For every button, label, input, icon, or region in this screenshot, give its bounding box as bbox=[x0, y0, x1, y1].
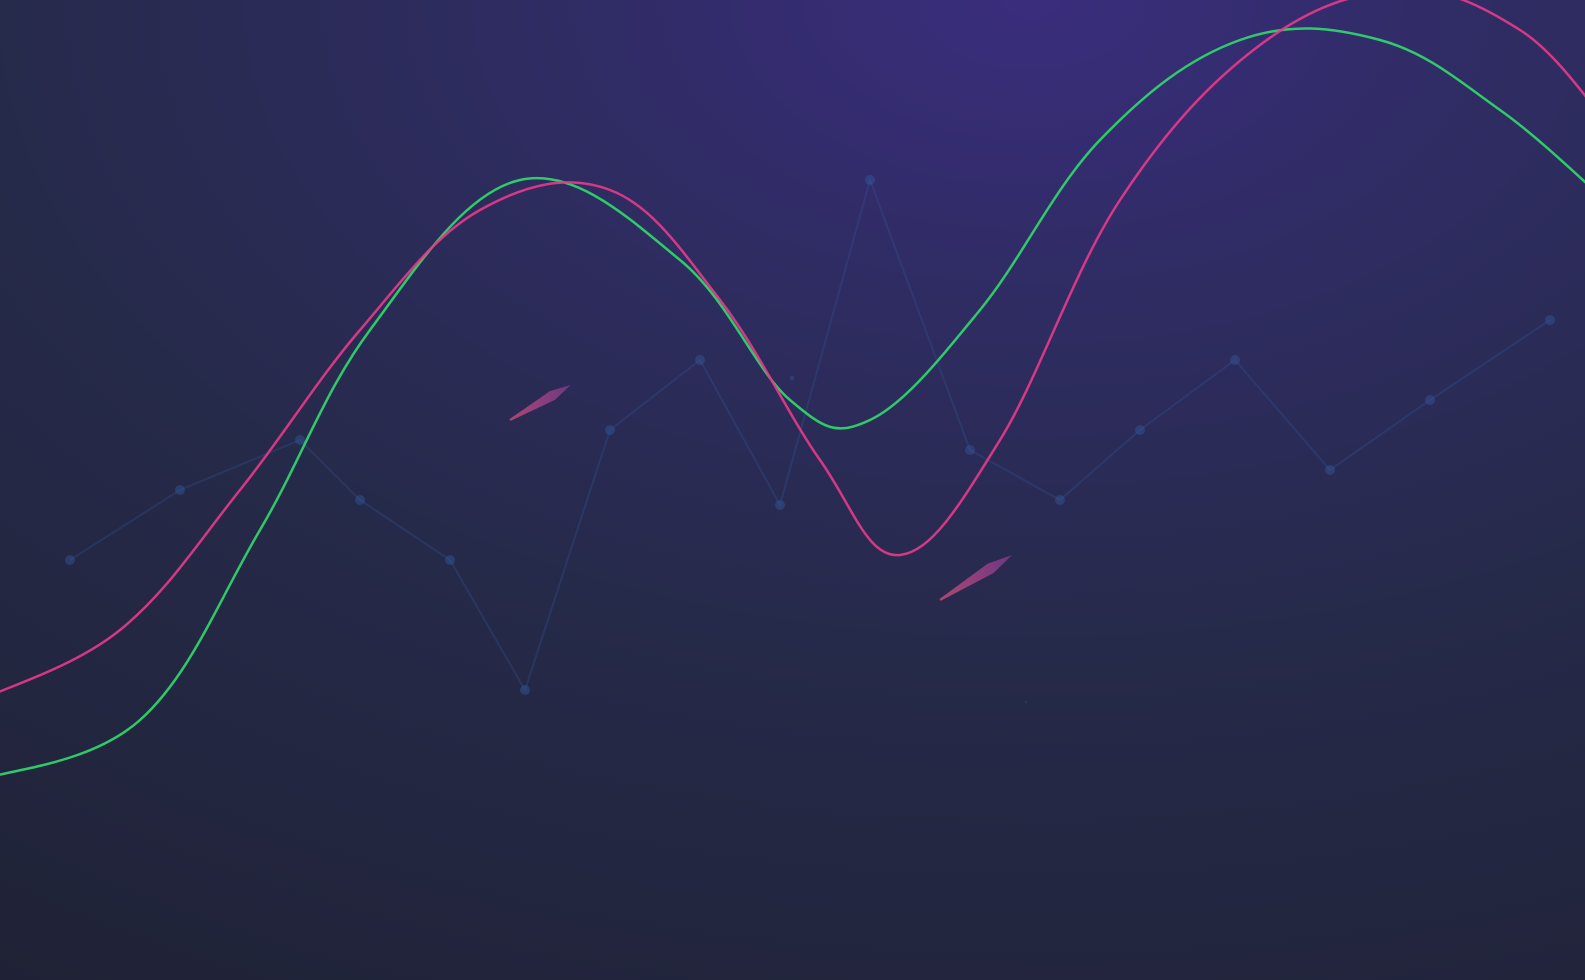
sparkline-node bbox=[175, 485, 185, 495]
sparkline-node bbox=[295, 435, 305, 445]
sparkline-node bbox=[1230, 355, 1240, 365]
sparkline-node bbox=[65, 555, 75, 565]
sparkline-node bbox=[965, 445, 975, 455]
background-gradient bbox=[0, 0, 1585, 980]
sparkline-node bbox=[695, 355, 705, 365]
sparkline-node bbox=[605, 425, 615, 435]
chart-canvas bbox=[0, 0, 1585, 980]
sparkline-node bbox=[520, 685, 530, 695]
sparkline-node bbox=[1545, 315, 1555, 325]
sparkline-node bbox=[865, 175, 875, 185]
sparkline-node bbox=[1055, 495, 1065, 505]
sparkline-node bbox=[775, 500, 785, 510]
sparkline-node bbox=[355, 495, 365, 505]
sparkline-node bbox=[1325, 465, 1335, 475]
sparkline-node bbox=[1135, 425, 1145, 435]
sparkline-node bbox=[1425, 395, 1435, 405]
sparkline-node bbox=[445, 555, 455, 565]
